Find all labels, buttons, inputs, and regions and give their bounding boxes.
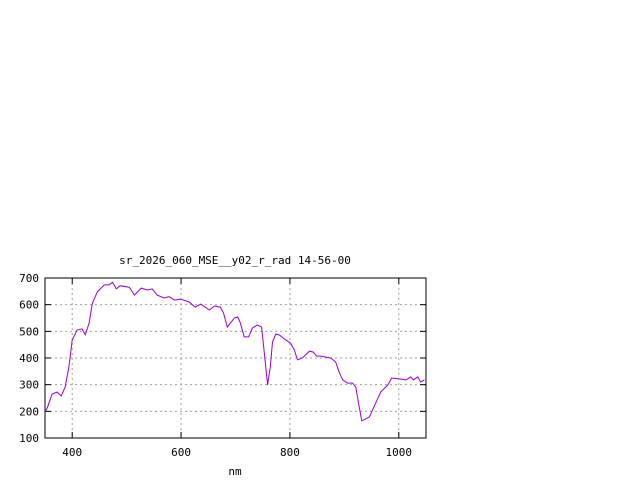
- grid: [45, 278, 426, 438]
- y-tick-label: 400: [19, 352, 39, 365]
- y-tick-label: 600: [19, 299, 39, 312]
- y-tick-label: 500: [19, 325, 39, 338]
- ticks: [45, 277, 426, 439]
- x-tick-label: 400: [62, 446, 82, 459]
- tick-labels: 400 600 800 1000 100 200 300 400 500 600 700: [19, 272, 412, 459]
- x-tick-label: 600: [171, 446, 191, 459]
- series-line: [44, 281, 425, 422]
- y-tick-label: 300: [19, 379, 39, 392]
- chart-title: sr_2026_060_MSE__y02_r_rad 14-56-00: [119, 254, 351, 267]
- y-tick-label: 200: [19, 405, 39, 418]
- y-tick-label: 100: [19, 432, 39, 445]
- x-axis-label: nm: [228, 465, 242, 478]
- x-tick-label: 800: [280, 446, 300, 459]
- x-tick-label: 1000: [386, 446, 413, 459]
- y-tick-label: 700: [19, 272, 39, 285]
